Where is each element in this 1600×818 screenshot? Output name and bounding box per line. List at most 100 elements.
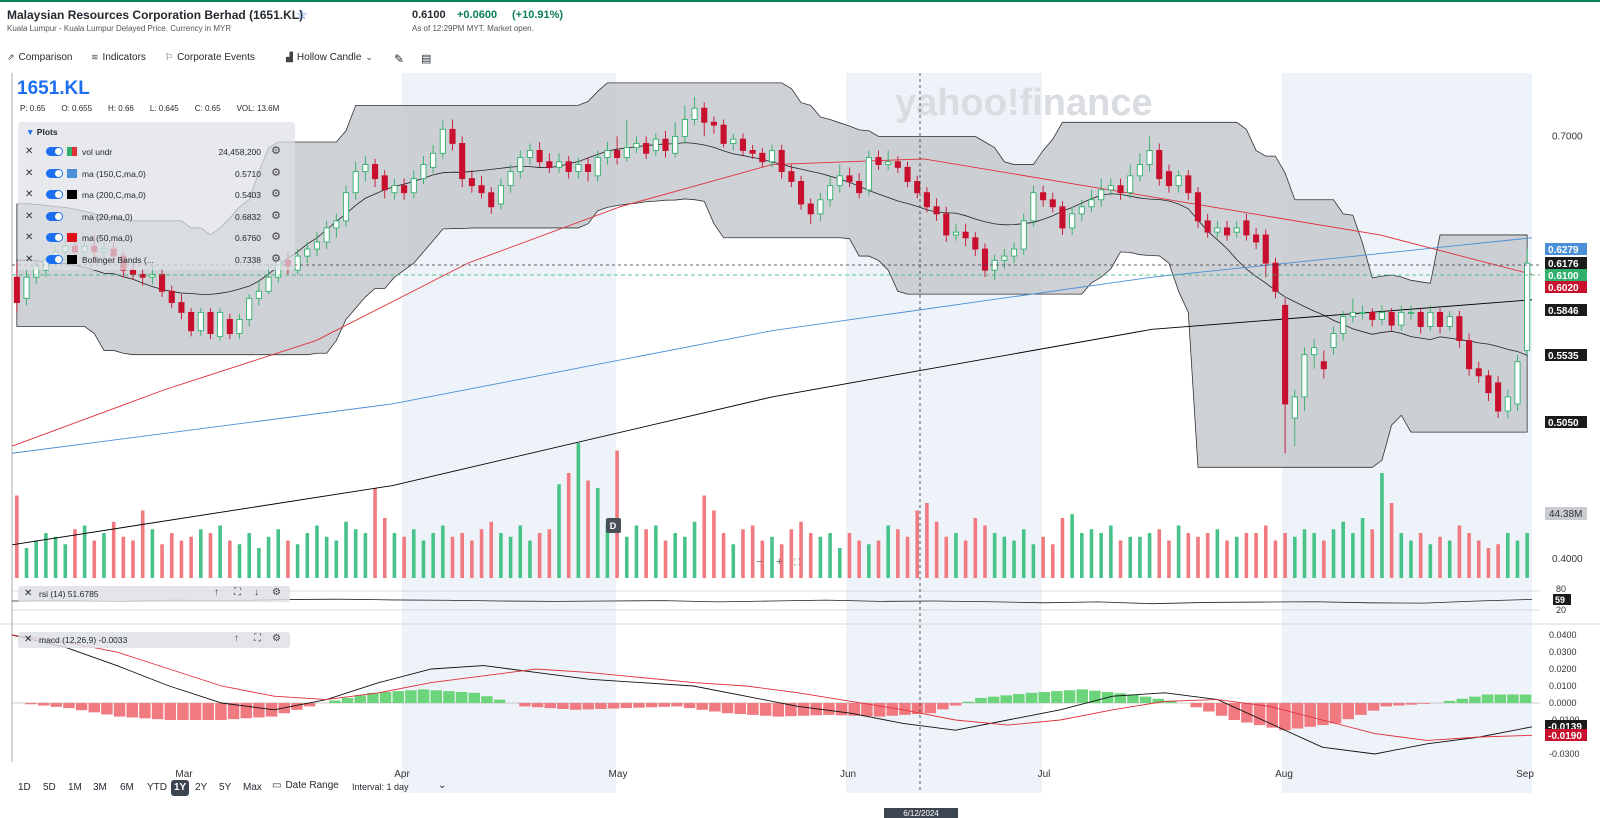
candle-body [497, 185, 504, 205]
table-icon[interactable]: ▤ [421, 53, 432, 65]
candle-body [1456, 316, 1463, 342]
price-badge-label: 0.5846 [1548, 306, 1579, 317]
chevron-down-icon[interactable]: ⌄ [438, 780, 447, 791]
volume-bar [915, 510, 920, 578]
volume-bar [73, 529, 77, 578]
corporate-events-button[interactable]: ⚐ Corporate Events [165, 52, 255, 63]
volume-bar [954, 533, 958, 578]
macd-histogram-bar [1355, 703, 1367, 715]
macd-histogram-bar [189, 703, 202, 720]
arrow-down-icon[interactable]: ↓ [254, 587, 259, 598]
volume-bar [624, 536, 629, 578]
arrow-up-icon[interactable]: ↑ [214, 587, 219, 598]
volume-bar [1031, 544, 1036, 578]
plot-name: ma (150,C,ma,0) [82, 168, 146, 179]
candle-body [1446, 316, 1453, 327]
period-5d[interactable]: 5D [43, 782, 56, 793]
macd-histogram-bar [899, 703, 911, 715]
chart-type-dropdown[interactable]: ▟ Hollow Candle ⌄ [286, 52, 373, 63]
crosshair-date: 6/12/2024 [903, 809, 939, 818]
period-5y[interactable]: 5Y [219, 782, 232, 793]
candle-body [23, 276, 30, 299]
visibility-toggle[interactable] [46, 168, 63, 178]
x-tick-label: Sep [1516, 769, 1534, 780]
candle-body [362, 164, 369, 173]
visibility-toggle[interactable] [46, 233, 63, 242]
volume-bar [44, 533, 48, 578]
volume-bar [808, 533, 813, 578]
period-3m[interactable]: 3M [93, 782, 107, 793]
candle-body [1233, 227, 1240, 233]
visibility-toggle[interactable] [46, 147, 63, 156]
star-icon[interactable]: ☆ [296, 7, 308, 22]
gear-icon[interactable]: ⚙ [271, 166, 281, 179]
visibility-toggle[interactable] [46, 190, 63, 199]
arrow-up-icon[interactable]: ↑ [234, 633, 239, 644]
macd-histogram-bar [569, 703, 582, 710]
macd-histogram-bar [417, 689, 430, 703]
volume-bar [1370, 529, 1375, 578]
period-2y[interactable]: 2Y [195, 782, 208, 793]
close-icon[interactable]: ✕ [25, 167, 34, 179]
close-icon[interactable]: ✕ [25, 210, 34, 222]
expand-icon[interactable]: ⛶ [234, 587, 241, 598]
chevron-down-icon: ⌄ [365, 52, 373, 62]
close-icon[interactable]: ✕ [25, 189, 34, 200]
volume-bar [925, 503, 929, 578]
candle-body [1069, 213, 1076, 229]
close-icon[interactable]: ✕ [25, 232, 34, 243]
rsi-badge-label: 59 [1555, 595, 1565, 605]
zoom-in-icon[interactable]: + [776, 556, 782, 568]
gear-icon[interactable]: ⚙ [271, 252, 281, 265]
gear-icon[interactable]: ⚙ [272, 633, 281, 644]
series-swatch [67, 168, 77, 178]
candle-body [439, 128, 446, 154]
period-max[interactable]: Max [243, 782, 262, 793]
visibility-toggle[interactable] [46, 211, 63, 221]
volume-bar [576, 443, 581, 578]
rsi-label: rsi (14) 51.6785 [39, 589, 99, 599]
visibility-toggle[interactable] [46, 254, 63, 264]
fit-icon[interactable]: ⛶ [793, 557, 801, 567]
volume-bar [208, 533, 213, 578]
volume-bar [818, 536, 823, 578]
close-icon[interactable]: ✕ [25, 146, 34, 157]
candle-body [827, 185, 834, 201]
period-1d[interactable]: 1D [18, 782, 31, 793]
period-6m[interactable]: 6M [120, 782, 134, 793]
candle-body [856, 180, 863, 194]
close-icon[interactable]: ✕ [24, 634, 33, 645]
expand-icon[interactable]: ⛶ [254, 633, 261, 644]
draw-pencil-icon[interactable]: ✎ [394, 52, 405, 66]
volume-bar [876, 540, 881, 578]
close-icon[interactable]: ✕ [25, 253, 34, 265]
interval-dropdown[interactable]: Interval: 1 day [352, 782, 409, 792]
gear-icon[interactable]: ⚙ [271, 231, 281, 243]
zoom-out-icon[interactable]: − [756, 556, 762, 568]
close-icon[interactable]: ✕ [24, 588, 33, 599]
volume-bar [1263, 525, 1268, 578]
macd-histogram-bar [1393, 703, 1405, 706]
gear-icon[interactable]: ⚙ [271, 209, 281, 222]
period-1y[interactable]: 1Y [171, 780, 190, 796]
period-ytd[interactable]: YTD [147, 782, 167, 793]
gear-icon[interactable]: ⚙ [272, 587, 281, 598]
volume-bar [1467, 533, 1471, 578]
volume-bar [983, 525, 987, 578]
gear-icon[interactable]: ⚙ [271, 188, 281, 200]
candle-body [13, 276, 20, 304]
event-marker[interactable] [606, 518, 621, 533]
period-1m[interactable]: 1M [68, 782, 82, 793]
indicators-label: Indicators [102, 52, 146, 63]
volume-bar [324, 536, 329, 578]
comparison-button[interactable]: ⇗ Comparison [7, 52, 72, 63]
date-range-button[interactable]: ▭ Date Range [272, 780, 339, 791]
plot-row: ✕ ma (150,C,ma,0) 0.5710 ⚙ [18, 164, 295, 185]
volume-bar [344, 521, 348, 578]
indicators-button[interactable]: ≋ Indicators [91, 52, 146, 63]
volume-bar [1109, 525, 1113, 578]
gear-icon[interactable]: ⚙ [271, 145, 281, 157]
candle-body [1524, 262, 1531, 351]
plots-header[interactable]: ▼ Plots [26, 127, 58, 137]
